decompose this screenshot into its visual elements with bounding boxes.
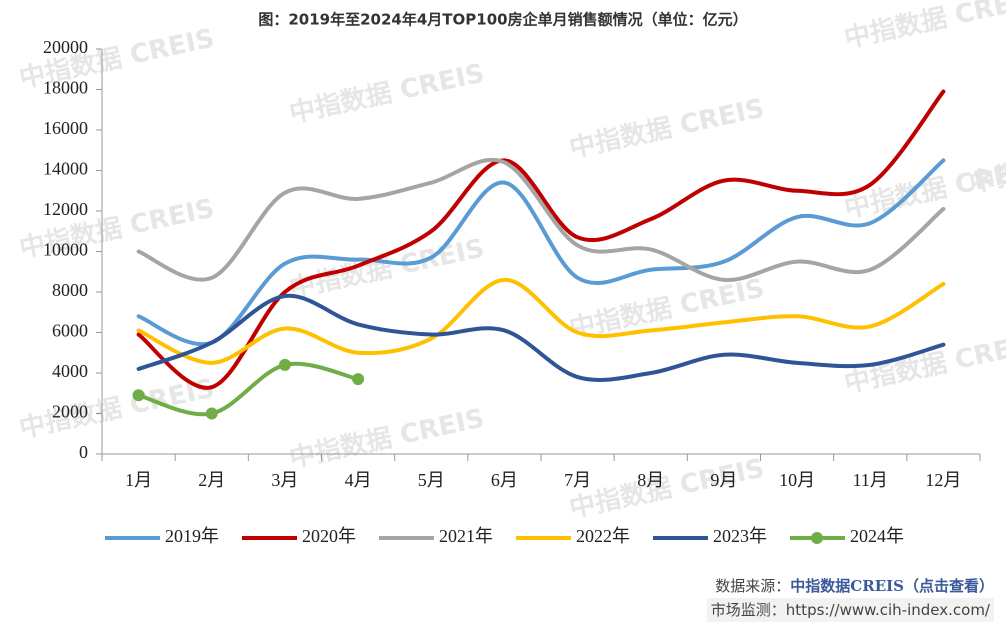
- x-tick-label: 1月: [125, 470, 152, 490]
- y-tick-label: 8000: [52, 280, 88, 300]
- legend-label: 2021年: [439, 526, 493, 546]
- y-tick-label: 10000: [43, 240, 88, 260]
- y-tick-label: 0: [79, 442, 88, 462]
- series-line: [136, 157, 946, 282]
- x-tick-label: 9月: [710, 470, 737, 490]
- marker: [205, 407, 218, 420]
- watermark: 中指数据 CREIS: [287, 404, 487, 475]
- legend-label: 2023年: [713, 526, 767, 546]
- x-tick-label: 2月: [198, 470, 225, 490]
- y-tick-label: 4000: [52, 361, 88, 381]
- y-tick-label: 18000: [43, 78, 88, 98]
- x-tick-label: 4月: [345, 470, 372, 490]
- watermark: 中指数据 CREIS: [287, 234, 487, 305]
- legend-label: 2022年: [576, 526, 630, 546]
- series-line: [136, 293, 946, 382]
- x-tick-label: 3月: [271, 470, 298, 490]
- x-tick-label: 10月: [779, 470, 815, 490]
- chart-title: 图：2019年至2024年4月TOP100房企单月销售额情况（单位：亿元）: [258, 11, 747, 29]
- marker: [132, 389, 145, 402]
- series-line: [136, 361, 361, 417]
- x-tick-label: 7月: [564, 470, 591, 490]
- source-link[interactable]: 中指数据CREIS（点击查看）: [790, 577, 994, 595]
- series-line: [136, 158, 946, 347]
- source-label: 数据来源：: [715, 577, 791, 595]
- marker: [352, 373, 365, 386]
- x-tick-label: 5月: [418, 470, 445, 490]
- y-tick-label: 16000: [43, 118, 88, 138]
- watermark: 中指数据 CREIS: [567, 94, 767, 165]
- y-tick-label: 20000: [43, 37, 88, 57]
- source-line: 数据来源：中指数据CREIS（点击查看）: [707, 574, 994, 598]
- watermark: 中指数据 CREIS: [842, 0, 1006, 54]
- x-tick-label: 11月: [853, 470, 888, 490]
- series-line: [136, 89, 946, 390]
- marker: [278, 358, 291, 371]
- x-tick-label: 8月: [637, 470, 664, 490]
- x-tick-label: 6月: [491, 470, 518, 490]
- x-tick-label: 12月: [925, 470, 961, 490]
- watermark: 中指数据 CREIS: [17, 374, 217, 445]
- chart: 图：2019年至2024年4月TOP100房企单月销售额情况（单位：亿元） 中指…: [17, 0, 1006, 546]
- monitor: 市场监测：https://www.cih-index.com/: [706, 598, 994, 622]
- legend-marker: [811, 532, 823, 544]
- y-tick-label: 12000: [43, 199, 88, 219]
- legend-label: 2020年: [302, 526, 356, 546]
- y-tick-label: 2000: [52, 402, 88, 422]
- legend-label: 2024年: [850, 526, 904, 546]
- y-tick-label: 14000: [43, 159, 88, 179]
- legend-label: 2019年: [165, 526, 219, 546]
- y-tick-label: 6000: [52, 321, 88, 341]
- series-line: [136, 277, 946, 365]
- footer: 数据来源：中指数据CREIS（点击查看） 市场监测：https://www.ci…: [706, 574, 994, 622]
- watermark: 中指数据 CREIS: [287, 59, 487, 130]
